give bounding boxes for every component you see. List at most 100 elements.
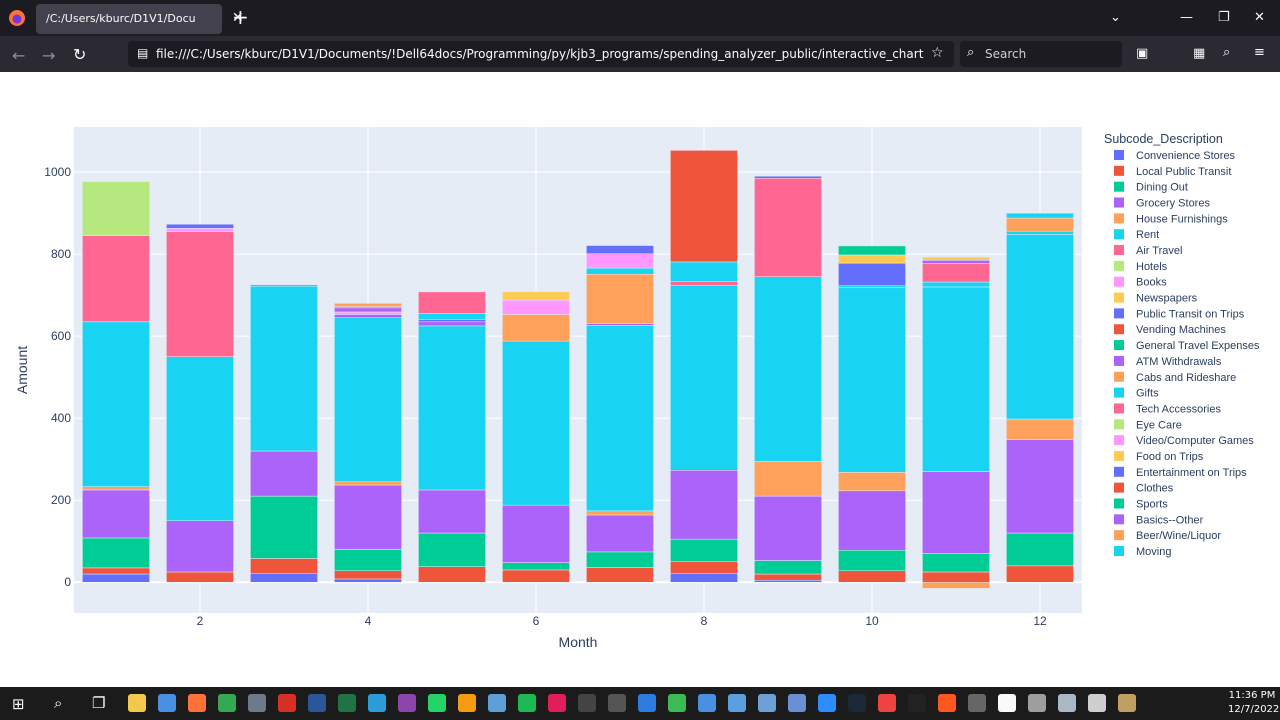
taskbar-app-icon[interactable] bbox=[668, 694, 686, 712]
bar-segment[interactable] bbox=[922, 263, 990, 283]
bar-segment[interactable] bbox=[838, 490, 906, 551]
find-icon[interactable]: ⌕ bbox=[1223, 45, 1231, 60]
bar-segment[interactable] bbox=[334, 317, 402, 483]
bar-segment[interactable] bbox=[670, 572, 738, 583]
taskbar-app-icon[interactable] bbox=[698, 694, 716, 712]
bar-segment[interactable] bbox=[502, 562, 570, 571]
bar-segment[interactable] bbox=[250, 558, 318, 574]
bar-segment[interactable] bbox=[250, 495, 318, 559]
bar-segment[interactable] bbox=[1006, 439, 1074, 534]
taskbar-app-icon[interactable] bbox=[758, 694, 776, 712]
taskbar-app-icon[interactable] bbox=[338, 694, 356, 712]
bar-segment[interactable] bbox=[1006, 212, 1074, 219]
legend-item[interactable]: Public Transit on Trips bbox=[1114, 308, 1245, 320]
bar-segment[interactable] bbox=[334, 307, 402, 313]
bar-segment[interactable] bbox=[754, 495, 822, 561]
bar-segment[interactable] bbox=[418, 319, 486, 323]
bar-segment[interactable] bbox=[166, 520, 234, 573]
bar-segment[interactable] bbox=[334, 311, 402, 315]
bar-segment[interactable] bbox=[838, 262, 906, 286]
bar-segment[interactable] bbox=[334, 314, 402, 318]
close-tab-icon[interactable]: ✕ bbox=[232, 10, 244, 26]
bar-segment[interactable] bbox=[82, 181, 150, 236]
bar-segment[interactable] bbox=[250, 285, 318, 452]
bar-segment[interactable] bbox=[922, 553, 990, 573]
bar-segment[interactable] bbox=[670, 470, 738, 540]
taskbar-app-icon[interactable] bbox=[1058, 694, 1076, 712]
bar-segment[interactable] bbox=[586, 551, 654, 568]
taskbar-app-icon[interactable] bbox=[308, 694, 326, 712]
bar-segment[interactable] bbox=[754, 178, 822, 277]
bar-segment[interactable] bbox=[838, 287, 906, 473]
legend-item[interactable]: Food on Trips bbox=[1114, 450, 1204, 463]
bar-segment[interactable] bbox=[82, 573, 150, 583]
bar-segment[interactable] bbox=[334, 303, 402, 307]
windows-start-icon[interactable]: ⊞ bbox=[12, 695, 25, 713]
new-tab-icon[interactable]: + bbox=[232, 5, 249, 29]
bar-segment[interactable] bbox=[754, 573, 822, 581]
legend-item[interactable]: Grocery Stores bbox=[1114, 197, 1210, 210]
bar-segment[interactable] bbox=[670, 150, 738, 263]
taskbar-app-icon[interactable] bbox=[128, 694, 146, 712]
bar-segment[interactable] bbox=[838, 472, 906, 492]
clock[interactable]: 11:36 PM 12/7/2022 bbox=[1228, 689, 1279, 717]
taskbar-app-icon[interactable] bbox=[458, 694, 476, 712]
bar-segment[interactable] bbox=[166, 228, 234, 232]
taskbar-app-icon[interactable] bbox=[278, 694, 296, 712]
bar-segment[interactable] bbox=[1006, 234, 1074, 420]
bar-segment[interactable] bbox=[922, 471, 990, 554]
extension-icon[interactable]: ▣ bbox=[1136, 46, 1149, 61]
bar-segment[interactable] bbox=[418, 489, 486, 534]
legend-item[interactable]: Books bbox=[1114, 276, 1167, 289]
bar-segment[interactable] bbox=[82, 537, 150, 569]
bar-segment[interactable] bbox=[586, 253, 654, 269]
bar-segment[interactable] bbox=[586, 510, 654, 516]
bar-segment[interactable] bbox=[82, 486, 150, 491]
bar-segment[interactable] bbox=[670, 261, 738, 282]
bar-segment[interactable] bbox=[334, 578, 402, 583]
bar-segment[interactable] bbox=[670, 285, 738, 471]
search-bar[interactable]: ⌕ Search bbox=[960, 41, 1122, 67]
legend-item[interactable]: Beer/Wine/Liquor bbox=[1114, 530, 1221, 542]
taskbar-app-icon[interactable] bbox=[518, 694, 536, 712]
bar-segment[interactable] bbox=[418, 532, 486, 567]
legend-item[interactable]: Dining Out bbox=[1114, 181, 1188, 194]
legend-item[interactable]: Cabs and Rideshare bbox=[1114, 371, 1236, 384]
bar-segment[interactable] bbox=[922, 571, 990, 583]
bar-segment[interactable] bbox=[670, 281, 738, 286]
taskbar-app-icon[interactable] bbox=[878, 694, 896, 712]
bar-segment[interactable] bbox=[334, 570, 402, 580]
bar-segment[interactable] bbox=[922, 281, 990, 288]
bar-segment[interactable] bbox=[586, 245, 654, 254]
bar-segment[interactable] bbox=[82, 321, 150, 487]
taskbar-app-icon[interactable] bbox=[218, 694, 236, 712]
taskbar-app-icon[interactable] bbox=[938, 694, 956, 712]
bar-segment[interactable] bbox=[838, 254, 906, 264]
legend-item[interactable]: Video/Computer Games bbox=[1114, 435, 1254, 447]
bar-segment[interactable] bbox=[754, 276, 822, 462]
bar-segment[interactable] bbox=[82, 489, 150, 539]
legend-item[interactable]: Entertainment on Trips bbox=[1114, 466, 1247, 479]
bar-segment[interactable] bbox=[1006, 565, 1074, 583]
taskbar-app-icon[interactable] bbox=[398, 694, 416, 712]
taskbar-app-icon[interactable] bbox=[608, 694, 626, 712]
bar-segment[interactable] bbox=[250, 572, 318, 583]
bar-segment[interactable] bbox=[754, 175, 822, 179]
back-icon[interactable]: ← bbox=[12, 46, 26, 65]
legend-item[interactable]: Clothes bbox=[1114, 482, 1174, 495]
bar-segment[interactable] bbox=[250, 450, 318, 497]
minimize-icon[interactable]: — bbox=[1180, 10, 1193, 25]
bar-segment[interactable] bbox=[838, 570, 906, 583]
bar-segment[interactable] bbox=[334, 549, 402, 572]
bar-segment[interactable] bbox=[250, 284, 318, 287]
bar-segment[interactable] bbox=[418, 313, 486, 321]
bar-segment[interactable] bbox=[334, 481, 402, 486]
legend-item[interactable]: General Travel Expenses bbox=[1114, 340, 1260, 352]
qr-code-icon[interactable]: ▦ bbox=[1193, 46, 1206, 61]
taskbar-app-icon[interactable] bbox=[848, 694, 866, 712]
legend-item[interactable]: Basics--Other bbox=[1114, 514, 1204, 526]
bar-segment[interactable] bbox=[82, 235, 150, 323]
legend-item[interactable]: Air Travel bbox=[1114, 245, 1182, 257]
bar-segment[interactable] bbox=[670, 561, 738, 574]
bar-segment[interactable] bbox=[502, 314, 570, 342]
